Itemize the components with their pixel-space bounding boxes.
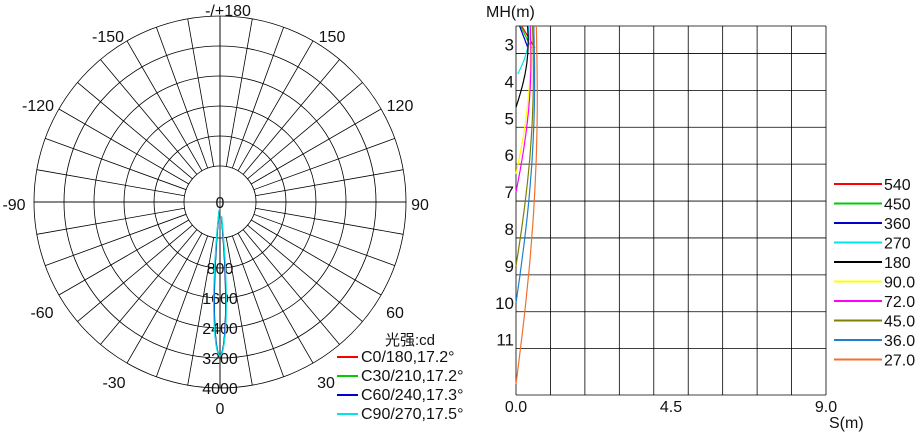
polar-angle-label: -/+180 — [205, 3, 251, 20]
polar-radial-label: 1600 — [202, 291, 238, 308]
polar-angle-label: 90 — [411, 197, 429, 214]
polar-spoke — [187, 237, 215, 386]
polar-spoke — [58, 219, 190, 296]
y-tick-label: 5 — [505, 109, 514, 128]
polar-spoke — [237, 40, 314, 172]
cone-legend-label: 90.0 — [884, 275, 915, 292]
cone-series-curve — [515, 25, 532, 193]
polar-series-curve — [213, 209, 227, 357]
polar-unit-label: 光强:cd — [385, 332, 435, 349]
polar-spoke — [225, 237, 253, 386]
cone-legend-label: 450 — [884, 197, 911, 214]
polar-spoke — [250, 219, 382, 296]
polar-radial-label: 800 — [207, 261, 234, 278]
x-axis-label: S(m) — [829, 415, 864, 432]
polar-spoke — [255, 169, 404, 197]
polar-spoke — [100, 229, 198, 345]
cone-legend-label: 72.0 — [884, 294, 915, 311]
cone-series-curve — [517, 25, 530, 75]
polar-angle-label: -150 — [92, 29, 124, 46]
polar-radial-label: 0 — [216, 195, 225, 212]
cone-series-curve — [520, 25, 533, 49]
polar-angle-label: 120 — [387, 98, 414, 115]
y-tick-label: 10 — [495, 294, 514, 313]
polar-spoke — [242, 229, 340, 345]
illuminance-cone-chart: MH(m) S(m) 3 4 5 6 7 8 9 10 11 0.0 4.5 9.0 540 450 360 27… — [486, 4, 915, 432]
polar-spoke — [250, 108, 382, 185]
polar-angle-label: 60 — [386, 305, 404, 322]
polar-radial-label: 3200 — [202, 351, 238, 368]
polar-spoke — [225, 18, 253, 167]
polar-angle-label: -90 — [2, 197, 25, 214]
polar-radial-label: 4000 — [202, 381, 238, 398]
polar-spoke — [187, 18, 215, 167]
polar-spoke — [253, 138, 395, 191]
cone-legend-label: 540 — [884, 177, 911, 194]
polar-legend-label: C30/210,17.2° — [361, 368, 463, 385]
y-tick-label: 11 — [496, 331, 514, 350]
polar-spoke — [126, 232, 203, 364]
cone-legend-label: 36.0 — [884, 333, 915, 350]
polar-spoke — [100, 59, 198, 175]
polar-spoke — [58, 108, 190, 185]
polar-angle-label: 150 — [319, 29, 346, 46]
polar-legend-label: C0/180,17.2° — [361, 349, 455, 366]
cone-legend-label: 270 — [884, 236, 911, 253]
y-tick-label: 8 — [505, 220, 514, 239]
polar-spoke — [253, 213, 395, 266]
cone-legend-label: 180 — [884, 255, 911, 272]
cone-legend-label: 45.0 — [884, 314, 915, 331]
polar-spoke — [242, 59, 340, 175]
y-tick-label: 7 — [505, 183, 514, 202]
polar-spoke — [247, 224, 363, 322]
y-tick-label: 4 — [505, 72, 514, 91]
polar-angle-label: -120 — [22, 98, 54, 115]
polar-spoke — [45, 213, 187, 266]
y-tick-label: 9 — [505, 257, 514, 276]
polar-spoke — [231, 27, 284, 169]
polar-spoke — [36, 207, 185, 235]
cone-series-curve — [515, 25, 538, 384]
cone-legend-label: 360 — [884, 216, 911, 233]
x-tick-label: 0.0 — [505, 399, 527, 416]
polar-spoke — [77, 224, 193, 322]
polar-spoke — [45, 138, 187, 191]
polar-spoke — [126, 40, 203, 172]
polar-intensity-chart: -/+180 -150 150 -120 120 -90 90 -60 60 -30 30 0 0 800… — [2, 3, 463, 423]
polar-angle-label: -60 — [30, 305, 53, 322]
polar-spoke — [231, 235, 284, 377]
polar-legend-label: C90/270,17.5° — [361, 406, 463, 423]
cone-legend-label: 27.0 — [884, 353, 915, 370]
y-tick-label: 3 — [505, 35, 514, 54]
x-tick-label: 4.5 — [660, 399, 682, 416]
y-axis-label: MH(m) — [486, 4, 535, 21]
polar-angle-label: 0 — [216, 401, 225, 418]
cone-series-curve — [515, 25, 536, 303]
polar-angle-label: -30 — [102, 375, 125, 392]
x-tick-label: 9.0 — [815, 399, 837, 416]
polar-legend-label: C60/240,17.3° — [361, 387, 463, 404]
polar-spoke — [156, 27, 209, 169]
cone-series-curve — [515, 25, 529, 108]
polar-spoke — [237, 232, 314, 364]
polar-radial-label: 2400 — [202, 321, 238, 338]
polar-spoke — [36, 169, 185, 197]
y-tick-label: 6 — [505, 146, 514, 165]
polar-spoke — [247, 82, 363, 180]
polar-spoke — [156, 235, 209, 377]
polar-spoke — [255, 207, 404, 235]
cone-series-curve — [515, 25, 535, 266]
polar-spoke — [77, 82, 193, 180]
polar-angle-label: 30 — [317, 375, 335, 392]
